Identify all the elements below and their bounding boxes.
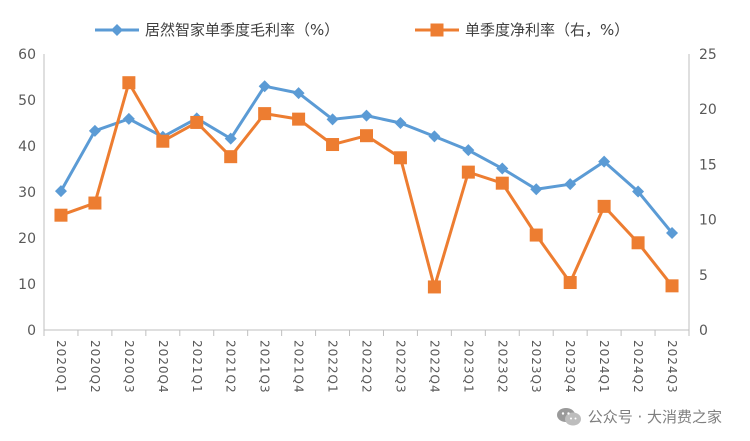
x-tick-label: 2020Q4 — [156, 340, 170, 394]
plot-area — [54, 76, 679, 294]
series-2-point — [292, 112, 306, 126]
legend: 居然智家单季度毛利率（%） 单季度净利率（右，%） — [95, 21, 629, 39]
left-tick-label: 60 — [18, 47, 36, 63]
series-2-point — [495, 176, 509, 190]
x-tick-label: 2024Q2 — [631, 340, 645, 394]
x-tick-label: 2020Q2 — [88, 340, 102, 394]
x-tick-label: 2023Q1 — [461, 340, 475, 394]
left-y-axis: 0 10 20 30 40 50 60 — [18, 47, 45, 339]
x-tick-label: 2022Q1 — [326, 340, 340, 394]
right-y-axis: 0 5 10 15 20 25 — [688, 47, 717, 339]
series-1-point — [224, 132, 237, 145]
series-1-point — [292, 87, 305, 100]
series-1-point — [530, 183, 543, 196]
series-2-point — [427, 280, 441, 294]
series-2-point — [597, 199, 611, 213]
left-tick-label: 20 — [18, 231, 36, 247]
x-tick-label: 2020Q1 — [54, 340, 68, 394]
series-2-point — [631, 236, 645, 250]
series-2-point — [665, 279, 679, 293]
left-tick-label: 0 — [27, 323, 36, 339]
x-tick-label: 2021Q3 — [258, 340, 272, 394]
series-2-point — [224, 150, 238, 164]
left-tick-label: 10 — [18, 277, 36, 293]
series-2-point — [563, 276, 577, 290]
x-tick-label: 2021Q2 — [224, 340, 238, 394]
series-2-point — [258, 107, 272, 121]
watermark-text: 公众号 · 大消费之家 — [587, 408, 722, 426]
x-tick-label: 2021Q4 — [292, 340, 306, 394]
series-1-point — [54, 185, 67, 198]
series-2-point — [461, 165, 475, 179]
watermark: 公众号 · 大消费之家 — [556, 406, 722, 427]
series-2-point — [190, 115, 204, 129]
right-tick-label: 0 — [699, 323, 708, 339]
series-2-point — [326, 138, 340, 152]
series-1-point — [598, 155, 611, 168]
right-tick-label: 20 — [699, 102, 717, 118]
left-tick-label: 30 — [18, 185, 36, 201]
series-1-point — [258, 80, 271, 93]
legend-marker-1 — [111, 24, 123, 36]
right-tick-label: 10 — [699, 213, 717, 229]
series-2-point — [122, 76, 136, 90]
legend-marker-2 — [430, 23, 444, 37]
series-2-point — [393, 151, 407, 165]
series-1-point — [326, 113, 339, 126]
legend-label-2: 单季度净利率（右，%） — [465, 21, 629, 39]
series-1-point — [666, 226, 679, 239]
series-1-point — [632, 185, 645, 198]
right-tick-label: 5 — [699, 268, 708, 284]
legend-label-1: 居然智家单季度毛利率（%） — [145, 21, 339, 39]
left-tick-label: 50 — [18, 93, 36, 109]
x-tick-label: 2023Q2 — [495, 340, 509, 394]
series-1-point — [496, 162, 509, 175]
x-tick-label: 2023Q3 — [529, 340, 543, 394]
series-1-point — [564, 178, 577, 191]
x-tick-label: 2023Q4 — [563, 340, 577, 394]
series-1-point — [428, 130, 441, 143]
series-line-1 — [59, 84, 674, 234]
wechat-icon — [556, 407, 581, 425]
x-tick-label: 2024Q1 — [597, 340, 611, 394]
x-tick-label: 2024Q3 — [665, 340, 679, 394]
series-2-point — [156, 134, 170, 148]
series-1-point — [360, 109, 373, 122]
series-1-point — [394, 117, 407, 129]
series-2-point — [88, 196, 102, 210]
series-1-point — [88, 124, 101, 137]
x-tick-label: 2022Q2 — [360, 340, 374, 394]
right-tick-label: 25 — [699, 47, 717, 63]
x-tick-label: 2022Q3 — [393, 340, 407, 394]
right-tick-label: 15 — [699, 157, 717, 173]
x-tick-label: 2022Q4 — [427, 340, 441, 394]
series-2-point — [54, 208, 68, 222]
series-2-point — [360, 129, 373, 143]
x-tick-label: 2020Q3 — [122, 340, 136, 394]
x-axis: 2020Q1 2020Q2 2020Q3 2020Q4 2021Q1 2021Q2 2021… — [43, 329, 690, 394]
series-1-point — [462, 144, 475, 157]
series-1-point — [122, 112, 135, 125]
series-2-point — [529, 228, 543, 242]
x-tick-label: 2021Q1 — [190, 340, 204, 394]
left-tick-label: 40 — [18, 139, 36, 155]
